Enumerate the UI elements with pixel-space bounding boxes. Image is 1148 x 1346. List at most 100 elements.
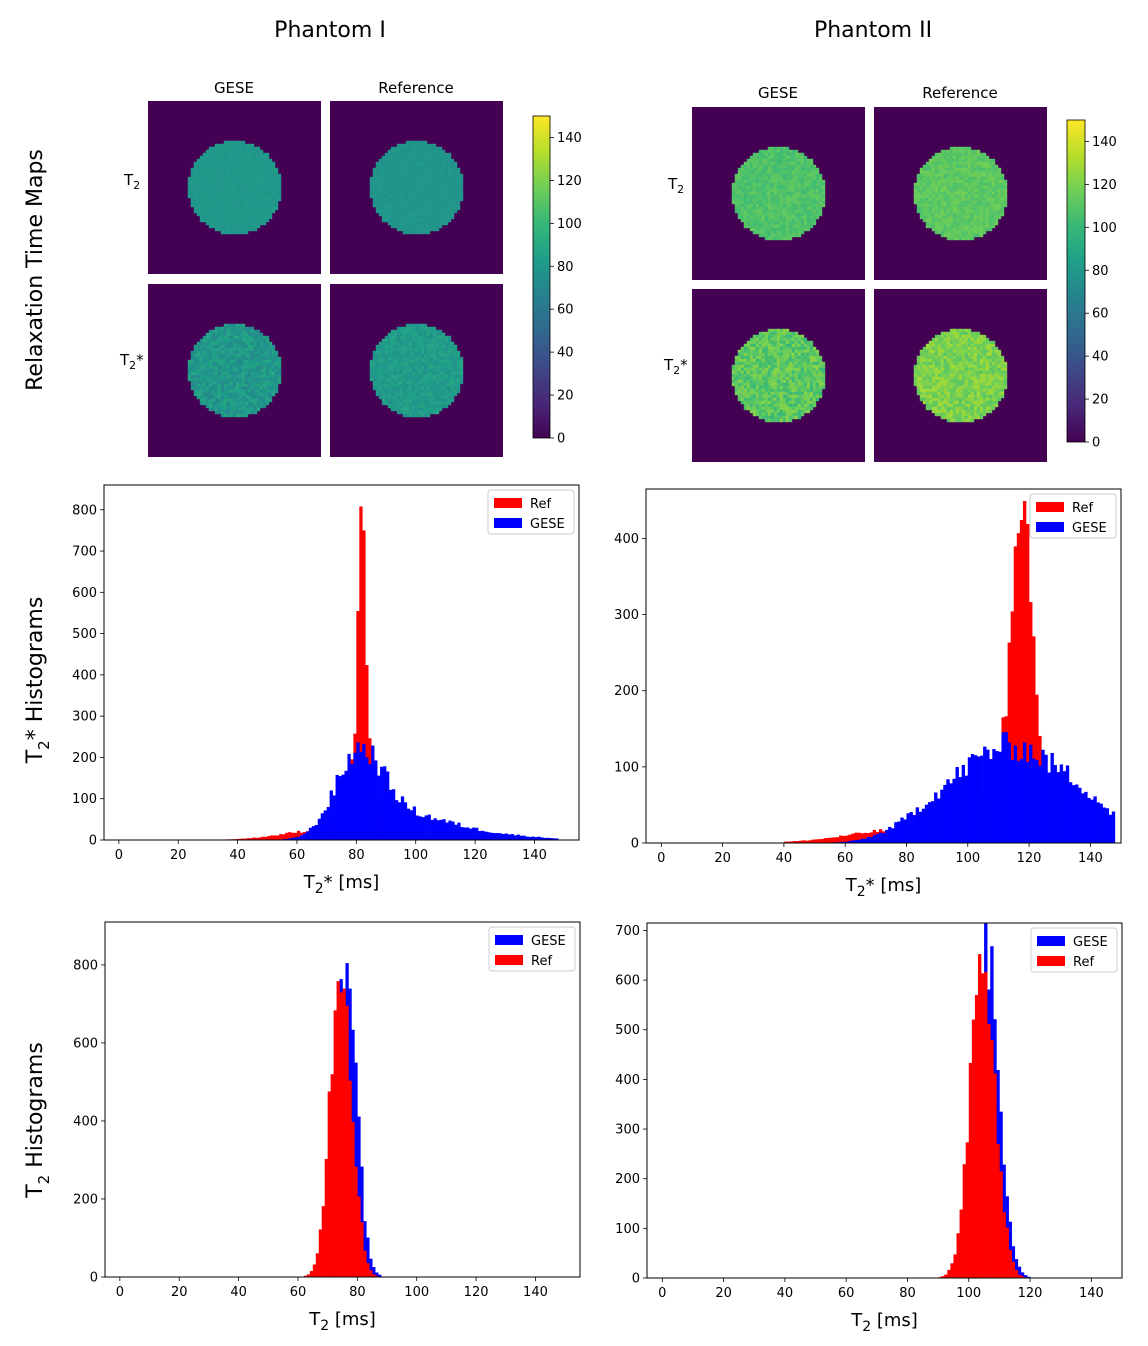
colorbar-tick-label: 40 (1092, 350, 1109, 365)
histogram-bar (291, 832, 295, 840)
histogram-bar (842, 835, 846, 843)
y-tick-label: 0 (632, 1272, 640, 1287)
histogram-bar (486, 832, 491, 840)
y-tick-label: 200 (72, 751, 97, 766)
histogram-bar (345, 1005, 349, 1277)
histogram-bar (1068, 782, 1073, 843)
x-tick-label: 0 (116, 1285, 124, 1300)
histogram-bar (531, 836, 535, 840)
histogram-bar (973, 755, 978, 843)
histogram-bar (924, 804, 929, 843)
histogram-bar (851, 833, 855, 843)
histogram-bar (832, 837, 837, 843)
histogram-bar (1007, 742, 1011, 843)
y-tick-label: 200 (615, 1172, 640, 1187)
histogram-bar (1004, 732, 1008, 843)
map-col-label-gese: GESE (758, 84, 798, 102)
histogram-bar (987, 1023, 991, 1278)
histogram-bar (326, 806, 330, 840)
histogram-bar (383, 766, 387, 840)
histogram-bar (498, 833, 503, 840)
map-phantom2-ref-t2star (874, 289, 1047, 462)
histogram-bar (796, 841, 800, 843)
histogram-bars (222, 506, 559, 840)
column-title-phantom-2: Phantom II (814, 18, 932, 43)
axes-frame (103, 484, 580, 841)
histogram-bar (537, 836, 541, 840)
histogram-bar (327, 1091, 331, 1277)
histogram-bar (321, 1206, 325, 1277)
histogram-bar (348, 1080, 352, 1277)
histogram-bar (433, 818, 437, 840)
histogram-bar (863, 832, 867, 843)
histogram-bar (309, 1271, 314, 1277)
histogram-bar (869, 837, 874, 843)
y-tick-label: 500 (615, 1023, 640, 1038)
histogram-bar (264, 836, 268, 840)
histogram-bar (258, 837, 262, 840)
histogram-bar (1019, 759, 1024, 843)
histogram-bar (1105, 808, 1110, 843)
histogram-bar (989, 759, 993, 843)
map-phantom2-gese-t2star (692, 289, 865, 462)
x-tick-label: 20 (714, 851, 731, 866)
histogram-bar (1022, 742, 1027, 843)
histogram-bar (999, 1171, 1003, 1278)
map-phantom-disc (369, 323, 464, 418)
histogram-bar (857, 839, 861, 843)
histogram-bar (1014, 1269, 1019, 1278)
histogram-bar (318, 1229, 323, 1277)
histogram-bar (363, 1221, 367, 1277)
histogram-bar (918, 811, 923, 843)
histogram-bar (793, 841, 797, 843)
map-row-label-t2star: T2* (119, 351, 144, 372)
histogram-bar (805, 840, 809, 843)
histogram-bars (783, 501, 1116, 843)
histogram-bar (949, 783, 953, 843)
map-phantom-disc (913, 328, 1008, 423)
histogram-bar (851, 840, 855, 843)
histogram-bar (943, 784, 947, 843)
histogram-bar (842, 841, 846, 843)
x-tick-label: 0 (115, 848, 123, 863)
histogram-bar (555, 838, 559, 840)
histogram-t2star-phantom-1: 0 20 40 60 80 100 120 140 0 100 200 300 400 500 600 700… (72, 484, 580, 897)
histogram-bar (359, 751, 363, 840)
histogram-bar (335, 774, 339, 840)
histogram-bar (955, 766, 959, 843)
y-tick-label: 200 (614, 684, 639, 699)
histogram-bar (912, 815, 916, 843)
x-tick-label: 40 (777, 1286, 794, 1301)
histogram-bar (854, 832, 858, 843)
histogram-bar (1013, 745, 1018, 843)
histogram-bar (885, 829, 889, 843)
histogram-bar (363, 1250, 367, 1277)
histogram-bar (374, 760, 378, 840)
x-axis-label: T2* [ms] (303, 872, 380, 897)
legend-swatch-gese (495, 935, 523, 945)
histogram-bar (1011, 1261, 1016, 1278)
histogram-bar (790, 841, 794, 843)
histogram-bar (409, 810, 414, 840)
legend-label-gese: GESE (530, 517, 565, 532)
x-tick-label: 20 (170, 848, 187, 863)
histogram-bar (267, 836, 271, 840)
histogram-bar (1108, 814, 1113, 843)
maps-phantom-1: GESE Reference T2 T2* 0 20 40 60 80 100 120 140 (119, 79, 582, 457)
histogram-bar (285, 838, 289, 840)
x-tick-label: 60 (289, 848, 306, 863)
histogram-bar (888, 826, 892, 843)
histogram-bar (1010, 759, 1015, 843)
histogram-bar (288, 832, 292, 840)
histogram-bar (347, 753, 351, 840)
histogram-bar (1056, 772, 1061, 843)
histogram-bar (357, 1196, 361, 1277)
histogram-bar (1081, 793, 1085, 843)
map-row-label-t2: T2 (667, 175, 684, 196)
histogram-bar (981, 973, 985, 1278)
histogram-bar (528, 836, 532, 840)
histogram-bar (302, 833, 307, 840)
histogram-bar (941, 1276, 945, 1278)
map-phantom1-ref-t2 (330, 101, 503, 274)
histogram-bar (998, 751, 1002, 843)
